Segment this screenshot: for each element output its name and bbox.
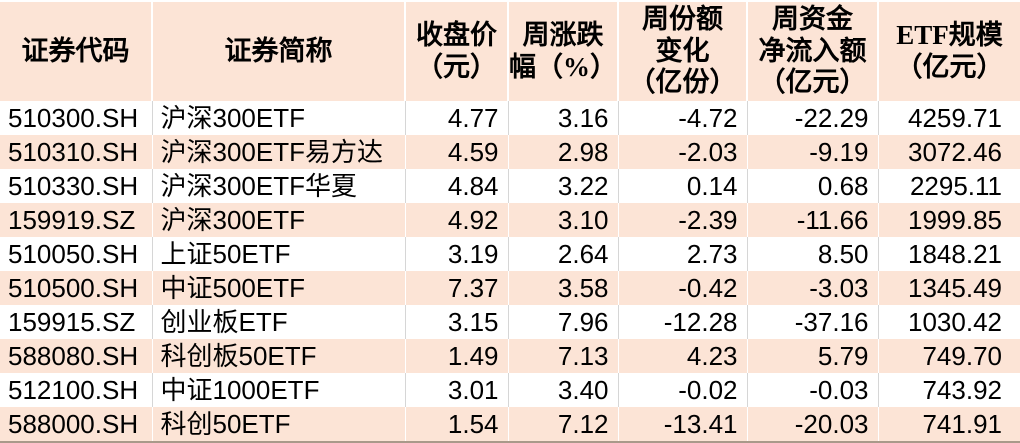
cell-close: 4.84 [405, 169, 509, 203]
cell-net-inflow: 0.68 [747, 169, 879, 203]
cell-close: 3.15 [405, 305, 509, 339]
cell-share-change: -2.39 [618, 203, 748, 237]
table-row: 510310.SH 沪深300ETF易方达 4.59 2.98 -2.03 -9.19 30… [0, 135, 1020, 169]
table-header: 证券代码 证券简称 收盘价 （元） 周涨跌 幅（%） 周份额 变化 （亿份） 周资金 净流… [0, 1, 1020, 101]
cell-weekly-change: 3.16 [508, 101, 619, 135]
cell-net-inflow: -0.03 [747, 373, 879, 407]
cell-scale: 743.92 [922, 375, 1002, 405]
cell-share-change: 0.14 [618, 169, 748, 203]
cell-close: 7.37 [405, 271, 509, 305]
table-row: 510330.SH 沪深300ETF华夏 4.84 3.22 0.14 0.68 2295.… [0, 169, 1020, 203]
cell-code: 510310.SH [0, 135, 153, 169]
table-row: 510300.SH 沪深300ETF 4.77 3.16 -4.72 -22.29 4259… [0, 101, 1020, 135]
table-row: 159915.SZ 创业板ETF 3.15 7.96 -12.28 -37.16 1030.… [0, 305, 1020, 339]
cell-name: 科创板50ETF [152, 339, 406, 373]
column-header-1: 证券简称 [152, 1, 406, 101]
cell-code: 588080.SH [0, 339, 153, 373]
cell-share-change: -4.72 [618, 101, 748, 135]
cell-weekly-change: 3.10 [508, 203, 619, 237]
cell-close: 3.19 [405, 237, 509, 271]
cell-code: 510300.SH [0, 101, 153, 135]
cell-net-inflow: 8.50 [747, 237, 879, 271]
table-row: 512100.SH 中证1000ETF 3.01 3.40 -0.02 -0.03 743.… [0, 373, 1020, 407]
cell-weekly-change: 7.12 [508, 407, 619, 442]
cell-net-inflow: -3.03 [747, 271, 879, 305]
cell-code: 512100.SH [0, 373, 153, 407]
cell-code: 159919.SZ [0, 203, 153, 237]
cell-share-change: 2.73 [618, 237, 748, 271]
table-row: 588080.SH 科创板50ETF 1.49 7.13 4.23 5.79 749.70 [0, 339, 1020, 373]
column-header-6: ETF规模 （亿元） [878, 1, 1020, 101]
cell-name: 沪深300ETF华夏 [152, 169, 406, 203]
cell-close: 3.01 [405, 373, 509, 407]
cell-close: 4.77 [405, 101, 509, 135]
column-header-4: 周份额 变化 （亿份） [618, 1, 748, 101]
column-header-0: 证券代码 [0, 1, 153, 101]
cell-net-inflow: -37.16 [747, 305, 879, 339]
cell-close: 1.49 [405, 339, 509, 373]
cell-close: 4.92 [405, 203, 509, 237]
cell-name: 创业板ETF [152, 305, 406, 339]
cell-scale: 741.91 [922, 409, 1002, 439]
cell-share-change: -0.02 [618, 373, 748, 407]
cell-share-change: -2.03 [618, 135, 748, 169]
cell-name: 中证1000ETF [152, 373, 406, 407]
cell-share-change: -0.42 [618, 271, 748, 305]
cell-weekly-change: 3.58 [508, 271, 619, 305]
cell-name: 中证500ETF [152, 271, 406, 305]
cell-weekly-change: 3.22 [508, 169, 619, 203]
cell-scale: 1345.49 [908, 273, 1002, 303]
cell-scale: 1999.85 [908, 205, 1002, 235]
table-row: 510500.SH 中证500ETF 7.37 3.58 -0.42 -3.03 1345.… [0, 271, 1020, 305]
column-header-5: 周资金 净流入额 （亿元） [747, 1, 879, 101]
cell-weekly-change: 2.98 [508, 135, 619, 169]
cell-share-change: -13.41 [618, 407, 748, 442]
cell-weekly-change: 7.13 [508, 339, 619, 373]
cell-net-inflow: 5.79 [747, 339, 879, 373]
cell-net-inflow: -9.19 [747, 135, 879, 169]
cell-code: 510330.SH [0, 169, 153, 203]
cell-code: 510050.SH [0, 237, 153, 271]
cell-net-inflow: -22.29 [747, 101, 879, 135]
header-row: 证券代码 证券简称 收盘价 （元） 周涨跌 幅（%） 周份额 变化 （亿份） 周资金 净流… [0, 1, 1020, 101]
cell-close: 1.54 [405, 407, 509, 442]
cell-name: 沪深300ETF [152, 101, 406, 135]
cell-code: 159915.SZ [0, 305, 153, 339]
cell-scale: 3072.46 [908, 137, 1002, 167]
cell-scale: 1030.42 [908, 307, 1002, 337]
cell-name: 沪深300ETF易方达 [152, 135, 406, 169]
cell-weekly-change: 3.40 [508, 373, 619, 407]
column-header-3: 周涨跌 幅（%） [508, 1, 619, 101]
table-row: 510050.SH 上证50ETF 3.19 2.64 2.73 8.50 1848.21 [0, 237, 1020, 271]
cell-code: 510500.SH [0, 271, 153, 305]
column-header-2: 收盘价 （元） [405, 1, 509, 101]
cell-name: 上证50ETF [152, 237, 406, 271]
cell-share-change: -12.28 [618, 305, 748, 339]
cell-weekly-change: 7.96 [508, 305, 619, 339]
cell-share-change: 4.23 [618, 339, 748, 373]
cell-close: 4.59 [405, 135, 509, 169]
cell-name: 沪深300ETF [152, 203, 406, 237]
cell-net-inflow: -20.03 [747, 407, 879, 442]
table-row: 159919.SZ 沪深300ETF 4.92 3.10 -2.39 -11.66 1999… [0, 203, 1020, 237]
cell-net-inflow: -11.66 [747, 203, 879, 237]
cell-name: 科创50ETF [152, 407, 406, 442]
table-row: 588000.SH 科创50ETF 1.54 7.12 -13.41 -20.03 741.… [0, 407, 1020, 442]
cell-scale: 2295.11 [909, 171, 1002, 201]
cell-weekly-change: 2.64 [508, 237, 619, 271]
cell-code: 588000.SH [0, 407, 153, 442]
cell-scale: 4259.71 [908, 103, 1002, 133]
table-body: 510300.SH 沪深300ETF 4.77 3.16 -4.72 -22.29 4259… [0, 101, 1020, 442]
cell-scale: 1848.21 [908, 239, 1002, 269]
cell-scale: 749.70 [922, 341, 1002, 371]
